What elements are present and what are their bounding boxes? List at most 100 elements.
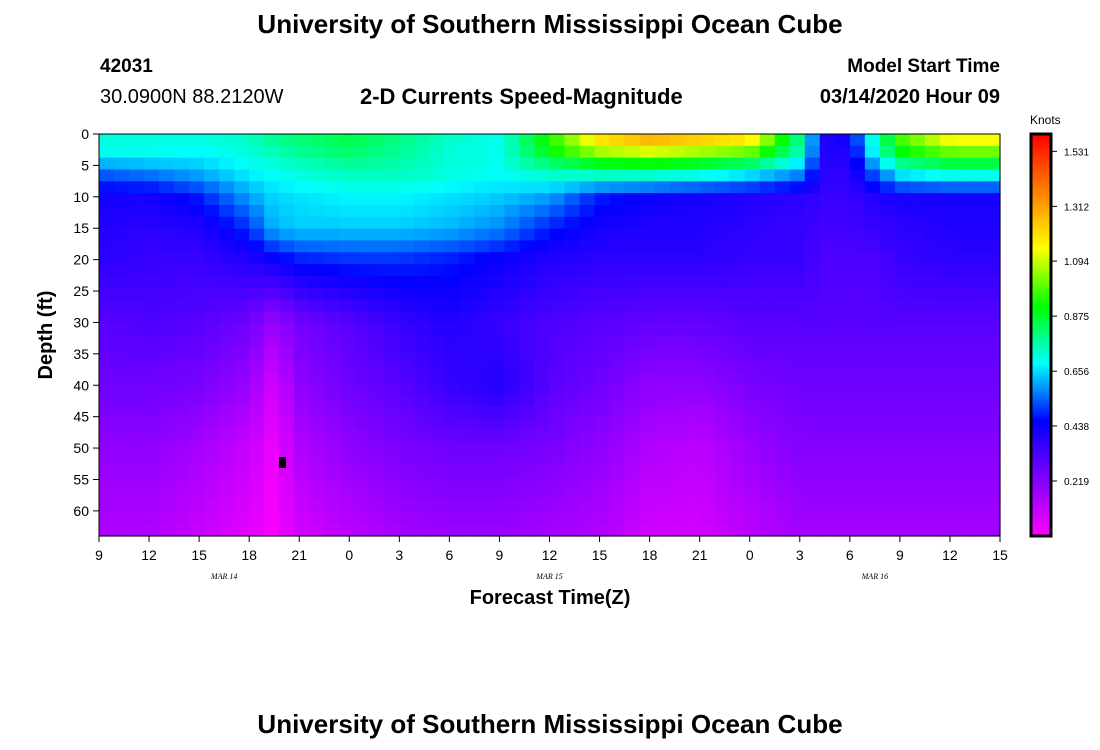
heatmap-cell: [354, 441, 370, 454]
heatmap-cell: [129, 441, 145, 454]
heatmap-cell: [399, 476, 415, 490]
heatmap-cell: [399, 240, 415, 253]
heatmap-cell: [489, 311, 506, 324]
heatmap-cell: [399, 500, 415, 513]
heatmap-cell: [909, 417, 926, 431]
heatmap-cell: [354, 524, 370, 537]
heatmap-cell: [594, 382, 611, 395]
heatmap-cell: [834, 335, 851, 348]
heatmap-cell: [924, 240, 941, 253]
heatmap-cell: [534, 382, 551, 395]
heatmap-cell: [369, 264, 385, 277]
heatmap-cell: [144, 394, 160, 407]
x-tick-label: 21: [291, 547, 307, 563]
x-tick-label: 15: [992, 547, 1008, 563]
heatmap-cell: [549, 228, 566, 242]
heatmap-cell: [759, 382, 776, 395]
heatmap-cell: [399, 453, 415, 466]
heatmap-cell: [789, 145, 806, 159]
heatmap-cell: [699, 287, 716, 301]
heatmap-cell: [804, 453, 821, 466]
heatmap-cell: [669, 157, 686, 171]
heatmap-cell: [714, 465, 731, 478]
heatmap-cell: [759, 335, 776, 348]
heatmap-cell: [924, 512, 941, 525]
heatmap-cell: [669, 145, 686, 159]
heatmap-cell: [594, 145, 611, 159]
heatmap-cell: [174, 429, 190, 443]
heatmap-cell: [384, 252, 400, 265]
heatmap-cell: [804, 287, 821, 301]
heatmap-cell: [549, 193, 566, 206]
heatmap-cell: [99, 524, 115, 537]
heatmap-cell: [669, 417, 686, 431]
heatmap-cell: [459, 134, 476, 147]
heatmap-cell: [534, 264, 551, 277]
heatmap-cell: [954, 204, 971, 218]
heatmap-cell: [264, 311, 280, 324]
heatmap-cell: [924, 417, 941, 431]
heatmap-cell: [504, 441, 521, 454]
heatmap-cell: [234, 181, 250, 194]
heatmap-cell: [909, 264, 926, 277]
heatmap-layer: [99, 134, 1001, 537]
heatmap-cell: [879, 441, 896, 454]
heatmap-cell: [714, 358, 731, 372]
heatmap-cell: [639, 169, 656, 182]
heatmap-cell: [969, 169, 986, 182]
heatmap-cell: [609, 228, 626, 242]
heatmap-cell: [519, 358, 536, 372]
heatmap-cell: [399, 335, 415, 348]
heatmap-cell: [99, 488, 115, 502]
heatmap-cell: [969, 193, 986, 206]
heatmap-cell: [879, 287, 896, 301]
heatmap-cell: [594, 500, 611, 513]
heatmap-cell: [414, 145, 430, 159]
heatmap-cell: [204, 346, 220, 360]
heatmap-cell: [339, 488, 355, 502]
heatmap-cell: [699, 429, 716, 443]
heatmap-cell: [924, 394, 941, 407]
heatmap-cell: [909, 524, 926, 537]
heatmap-cell: [369, 417, 385, 431]
heatmap-cell: [759, 488, 776, 502]
heatmap-cell: [594, 252, 611, 265]
heatmap-cell: [174, 145, 190, 159]
heatmap-cell: [279, 181, 295, 194]
heatmap-cell: [549, 204, 566, 218]
heatmap-cell: [894, 405, 911, 419]
heatmap-cell: [144, 429, 160, 443]
heatmap-cell: [714, 417, 731, 431]
heatmap-cell: [189, 453, 205, 466]
heatmap-cell: [99, 370, 115, 383]
heatmap-cell: [864, 429, 881, 443]
heatmap-cell: [924, 299, 941, 312]
heatmap-cell: [669, 429, 686, 443]
heatmap-cell: [204, 157, 220, 171]
heatmap-cell: [624, 169, 641, 182]
heatmap-cell: [969, 204, 986, 218]
heatmap-cell: [294, 417, 310, 431]
heatmap-cell: [909, 346, 926, 360]
heatmap-cell: [714, 204, 731, 218]
heatmap-cell: [534, 476, 551, 490]
heatmap-cell: [324, 157, 340, 171]
heatmap-cell: [759, 453, 776, 466]
heatmap-cell: [474, 169, 491, 182]
heatmap-cell: [549, 311, 566, 324]
heatmap-cell: [564, 524, 581, 537]
heatmap-cell: [174, 323, 190, 336]
heatmap-cell: [519, 370, 536, 383]
heatmap-cell: [714, 370, 731, 383]
heatmap-cell: [819, 204, 836, 218]
heatmap-cell: [459, 346, 476, 360]
heatmap-cell: [369, 358, 385, 372]
heatmap-cell: [819, 500, 836, 513]
heatmap-cell: [564, 134, 581, 147]
heatmap-cell: [309, 346, 325, 360]
heatmap-cell: [669, 441, 686, 454]
heatmap-cell: [744, 429, 761, 443]
heatmap-cell: [474, 240, 491, 253]
heatmap-cell: [114, 346, 130, 360]
heatmap-cell: [624, 476, 641, 490]
